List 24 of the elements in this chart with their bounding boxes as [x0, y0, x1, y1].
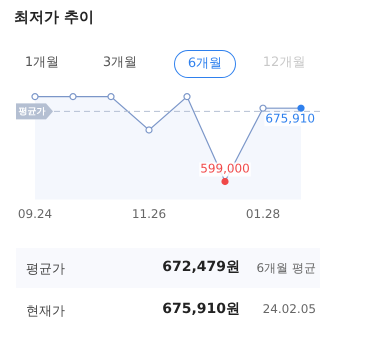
x-tick-label: 11.26 — [132, 206, 166, 221]
x-tick-label: 09.24 — [18, 206, 52, 221]
annotation: 평균가 — [26, 261, 65, 278]
point — [183, 93, 191, 100]
point — [31, 93, 39, 100]
data-label: 675,910 — [265, 111, 315, 126]
text: 3개월 — [102, 54, 138, 72]
data-label: 599,000 — [200, 162, 250, 176]
point — [297, 104, 305, 112]
chart-title: 최저가 추이 — [14, 8, 94, 27]
annotation: 672,479원 — [162, 258, 240, 276]
text: 6개월 — [174, 50, 236, 78]
annotation: 24.02.05 — [262, 302, 316, 316]
annotation: 현재가 — [26, 303, 65, 320]
text: 1개월 — [24, 54, 60, 72]
point — [69, 93, 77, 100]
ref-line-label: 평균가 — [18, 106, 46, 117]
point — [145, 126, 153, 134]
annotation: 6개월 평균 — [256, 260, 316, 277]
annotation: 675,910원 — [162, 300, 240, 318]
point — [259, 104, 267, 112]
x-tick-label: 01.28 — [246, 206, 280, 221]
point — [107, 93, 115, 100]
point — [221, 178, 229, 186]
